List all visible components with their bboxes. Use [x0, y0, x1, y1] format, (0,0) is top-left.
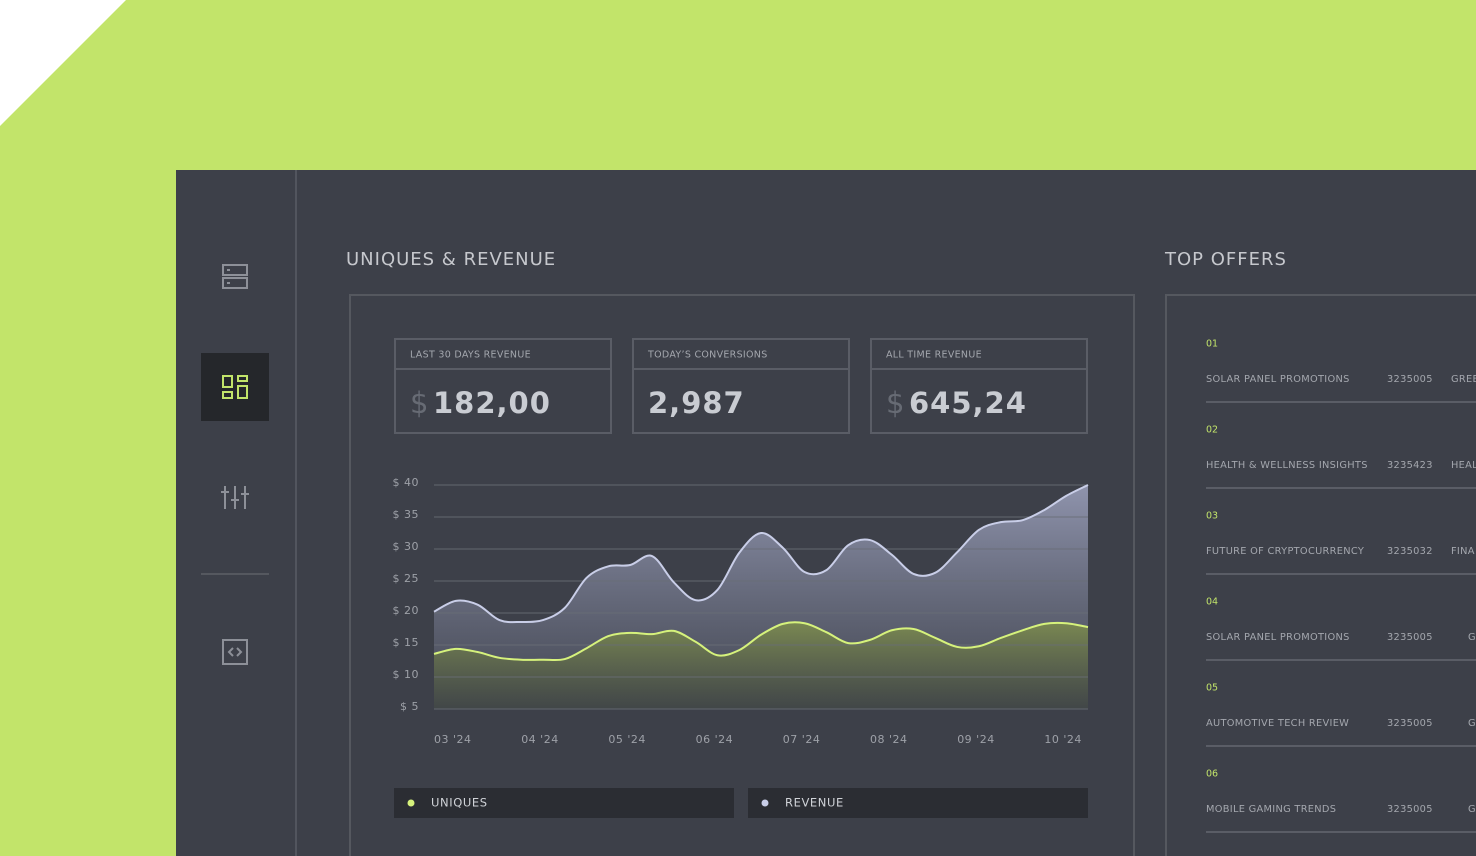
- dashboard-icon[interactable]: [222, 375, 248, 399]
- offer-rank: 06: [1206, 769, 1218, 780]
- chart-card: [349, 294, 1135, 856]
- offer-id: 3235423: [1387, 460, 1433, 471]
- offer-rank: 02: [1206, 425, 1218, 436]
- legend-item: [394, 788, 734, 818]
- area-fill: [434, 622, 1088, 709]
- offer-name: MOBILE GAMING TRENDS: [1206, 804, 1336, 815]
- offer-name: SOLAR PANEL PROMOTIONS: [1206, 374, 1350, 385]
- stat-label: LAST 30 DAYS REVENUE: [410, 350, 531, 361]
- legend-dot: [761, 799, 769, 807]
- x-tick-label: 04 '24: [521, 733, 559, 746]
- offer-category: G: [1468, 632, 1476, 643]
- offer-category: GREE: [1451, 374, 1476, 385]
- stat-card: [394, 338, 612, 434]
- x-tick-label: 05 '24: [608, 733, 646, 746]
- offer-id: 3235032: [1387, 546, 1433, 557]
- server-icon[interactable]: [222, 264, 248, 289]
- stat-label: TODAY’S CONVERSIONS: [647, 350, 768, 361]
- legend-dot: [407, 799, 415, 807]
- corner: [0, 0, 126, 126]
- app-panel: [176, 170, 1476, 856]
- offer-category: G: [1468, 804, 1476, 815]
- offer-category: FINA: [1451, 546, 1475, 557]
- offer-id: 3235005: [1387, 804, 1433, 815]
- stat-currency: $: [410, 386, 428, 420]
- active-tab[interactable]: [201, 353, 269, 421]
- code-icon[interactable]: [222, 639, 248, 665]
- stat-currency: $: [886, 386, 904, 420]
- x-tick-label: 03 '24: [434, 733, 472, 746]
- y-tick-label: $ 10: [393, 668, 420, 681]
- y-tick-label: $ 25: [393, 572, 420, 585]
- stat-value: 182,00: [433, 386, 551, 420]
- offers-card: [1165, 294, 1476, 856]
- y-tick-label: $ 40: [393, 476, 420, 489]
- y-tick-label: $ 30: [393, 540, 420, 553]
- y-tick-label: $ 20: [393, 604, 420, 617]
- offer-name: FUTURE OF CRYPTOCURRENCY: [1206, 546, 1364, 557]
- stat-label: ALL TIME REVENUE: [886, 350, 982, 361]
- stat-card: [632, 338, 850, 434]
- y-tick-label: $ 5: [400, 700, 419, 713]
- x-tick-label: 06 '24: [696, 733, 734, 746]
- y-tick-label: $ 15: [393, 636, 420, 649]
- offer-id: 3235005: [1387, 632, 1433, 643]
- section-title: UNIQUES & REVENUE: [346, 249, 556, 270]
- offer-name: SOLAR PANEL PROMOTIONS: [1206, 632, 1350, 643]
- offer-category: HEAL: [1451, 460, 1476, 471]
- y-tick-label: $ 35: [393, 508, 420, 521]
- x-tick-label: 07 '24: [783, 733, 821, 746]
- legend-label: UNIQUES: [431, 796, 488, 810]
- sidebar-icons: [201, 264, 269, 665]
- stat-value: 2,987: [648, 386, 745, 420]
- offer-name: HEALTH & WELLNESS INSIGHTS: [1206, 460, 1368, 471]
- offer-id: 3235005: [1387, 374, 1433, 385]
- x-tick-label: 10 '24: [1044, 733, 1082, 746]
- offers-title: TOP OFFERS: [1164, 249, 1287, 270]
- offer-rank: 01: [1206, 339, 1218, 350]
- offer-id: 3235005: [1387, 718, 1433, 729]
- offer-rank: 03: [1206, 511, 1218, 522]
- series-line: [433, 484, 1089, 624]
- x-tick-label: 09 '24: [957, 733, 995, 746]
- x-tick-label: 08 '24: [870, 733, 908, 746]
- offer-rank: 04: [1206, 597, 1218, 608]
- stat-value: 645,24: [909, 386, 1027, 420]
- stat-card: [870, 338, 1088, 434]
- series-line: [433, 621, 1089, 662]
- offer-name: AUTOMOTIVE TECH REVIEW: [1206, 718, 1349, 729]
- legend-label: REVENUE: [785, 796, 844, 810]
- offer-rank: 05: [1206, 683, 1218, 694]
- settings-icon[interactable]: [221, 486, 249, 509]
- legend-item: [748, 788, 1088, 818]
- offer-category: G: [1468, 718, 1476, 729]
